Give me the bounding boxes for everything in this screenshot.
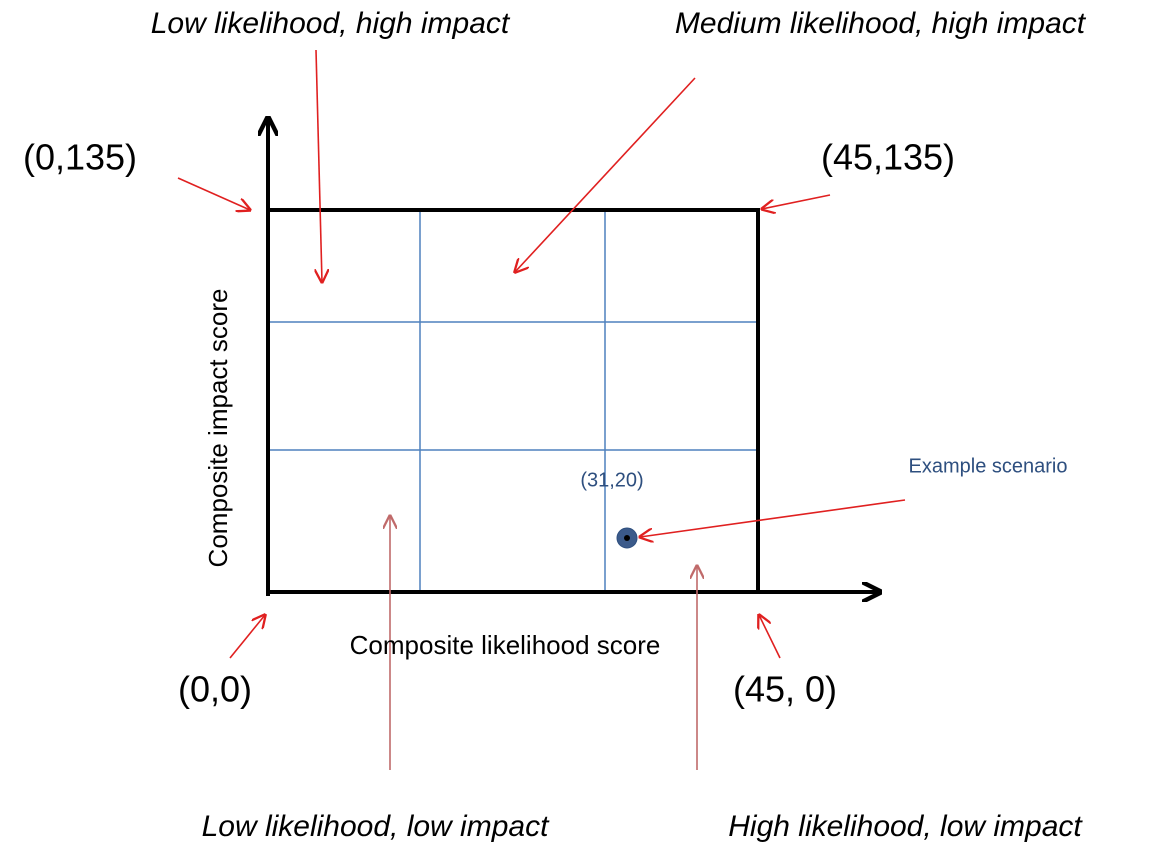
- x-axis-label: Composite likelihood score: [350, 630, 661, 660]
- quadrant-label: High likelihood, low impact: [728, 810, 1083, 842]
- y-axis-label: Composite impact score: [203, 289, 233, 568]
- quadrant-label: Low likelihood, low impact: [202, 810, 550, 842]
- quadrant-label: Low likelihood, high impact: [151, 7, 511, 40]
- grid: [268, 210, 758, 592]
- corner-label: (45, 0): [733, 669, 837, 710]
- point-label: (31,20): [580, 469, 643, 491]
- arrow: [759, 615, 781, 659]
- arrow: [762, 194, 831, 209]
- arrow: [515, 77, 696, 272]
- corner-label: (0,0): [178, 669, 252, 710]
- corner-label: (0,135): [23, 137, 137, 178]
- point-annotation: Example scenario: [909, 455, 1068, 477]
- arrow: [177, 177, 250, 210]
- matrix-box: [266, 208, 760, 594]
- arrow: [316, 49, 322, 282]
- quadrant-label: Medium likelihood, high impact: [675, 7, 1087, 40]
- arrow: [640, 499, 906, 537]
- arrow: [229, 615, 265, 659]
- corner-label: (45,135): [821, 137, 955, 178]
- example-point-center: [624, 535, 630, 541]
